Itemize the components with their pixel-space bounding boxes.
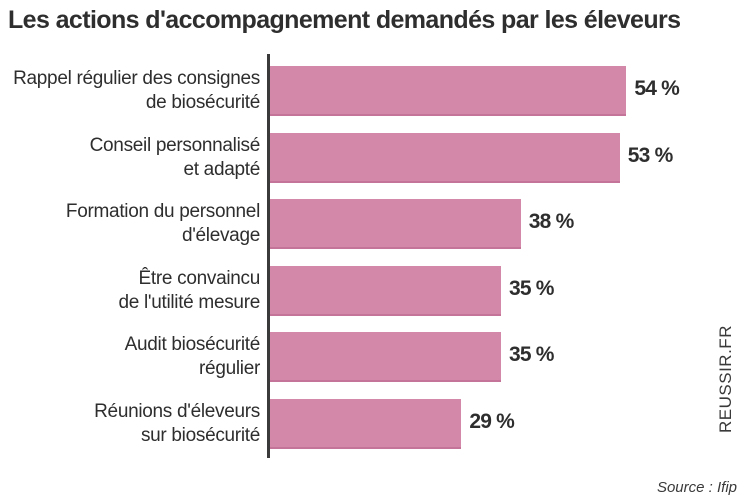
category-label-line: sur biosécurité [140,424,260,446]
category-label: Conseil personnalisé et adapté [0,134,261,182]
category-label-line: Formation du personnel [65,201,260,222]
value-label: 35 % [509,343,554,366]
value-label: 54 % [634,77,680,100]
category-label-line: de biosécurité [145,92,260,113]
source-note: Source : Ifip [656,479,737,496]
watermark: REUSSIR.FR [714,324,738,434]
category-label-line: d'élevage [181,225,260,246]
category-label: Formation du personnel d'élevage [0,200,260,248]
category-label-line: Être convaincu [138,267,261,289]
category-label: Réunions d'éleveurs sur biosécurité [0,400,260,448]
bar [270,199,521,249]
value-label: 38 % [528,210,574,233]
category-axis-line [267,54,270,458]
category-label-line: de l'utilité mesure [118,291,260,313]
chart-title: Les actions d'accompagnement demandés pa… [8,6,681,34]
value-label: 35 % [509,276,554,300]
value-label: 53 % [627,143,673,167]
category-label-line: Réunions d'éleveurs [94,400,260,422]
category-label: Rappel régulier des consignes de biosécur… [0,67,260,115]
category-label-line: régulier [199,358,260,379]
bar [270,398,462,449]
value-label: 29 % [469,409,515,433]
category-label-line: Conseil personnalisé [89,134,261,156]
bar [270,265,501,316]
category-label: Être convaincu de l'utilité mesure [0,267,260,315]
bar [270,66,627,116]
bar [270,332,501,382]
bar [270,132,620,183]
category-label-line: et adapté [183,158,260,180]
category-label-line: Rappel régulier des consignes [13,68,260,89]
watermark-text: REUSSIR.FR [716,325,735,433]
category-label-line: Audit biosécurité [124,334,261,355]
category-label: Audit biosécurité régulier [0,333,261,381]
